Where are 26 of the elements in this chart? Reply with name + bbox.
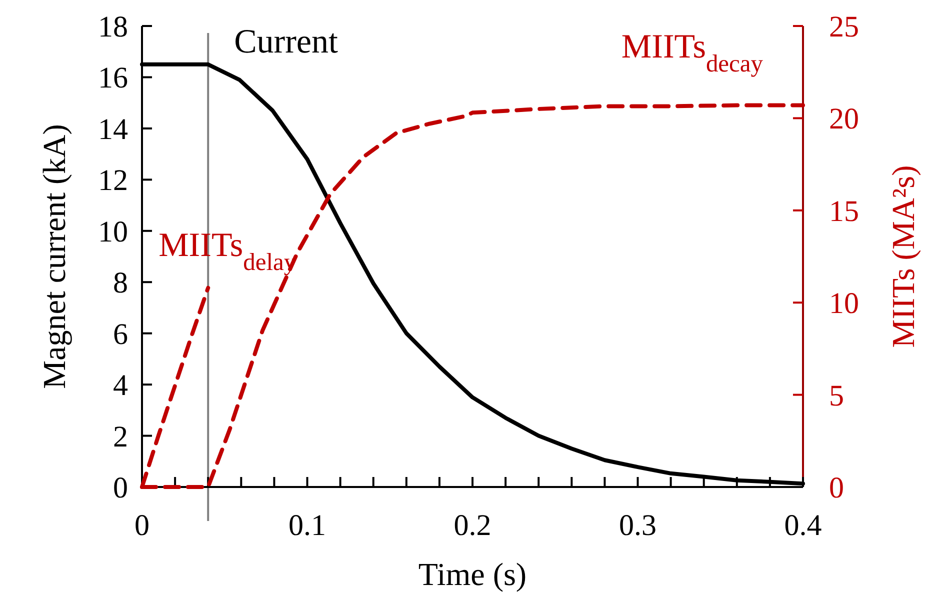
y2-tick-label: 20 (829, 102, 859, 136)
x-tick-label: 0 (134, 509, 150, 542)
y-tick-label: 12 (98, 164, 128, 198)
x-tick-label: 0.3 (619, 509, 656, 542)
x-tick-label: 0.2 (454, 509, 492, 542)
series-label: Current (234, 23, 339, 60)
y-tick-label: 18 (98, 10, 128, 44)
y-tick-label: 16 (98, 62, 128, 95)
y-tick-label: 6 (113, 318, 128, 351)
y-tick-label: 2 (113, 420, 128, 454)
y-tick-label: 10 (98, 215, 128, 248)
y2-axis-title: MIITs (MA²s) (885, 165, 922, 348)
y-tick-label: 0 (113, 472, 128, 504)
y2-tick-label: 0 (829, 472, 844, 504)
y2-tick-label: 25 (829, 10, 859, 44)
y-tick-label: 14 (98, 112, 128, 146)
y-tick-label: 8 (113, 266, 128, 300)
series-label: MIITs$_{decay}$ (621, 28, 764, 77)
y-axis-title: Magnet current (kA) (36, 124, 72, 389)
x-tick-label: 0.1 (288, 509, 326, 542)
x-axis-title: Time (s) (418, 556, 527, 592)
x-tick-label: 0.4 (784, 509, 822, 542)
y-tick-label: 4 (113, 369, 128, 402)
y2-tick-label: 10 (829, 287, 859, 320)
y2-tick-label: 15 (829, 194, 859, 228)
y2-tick-label: 5 (829, 379, 844, 412)
